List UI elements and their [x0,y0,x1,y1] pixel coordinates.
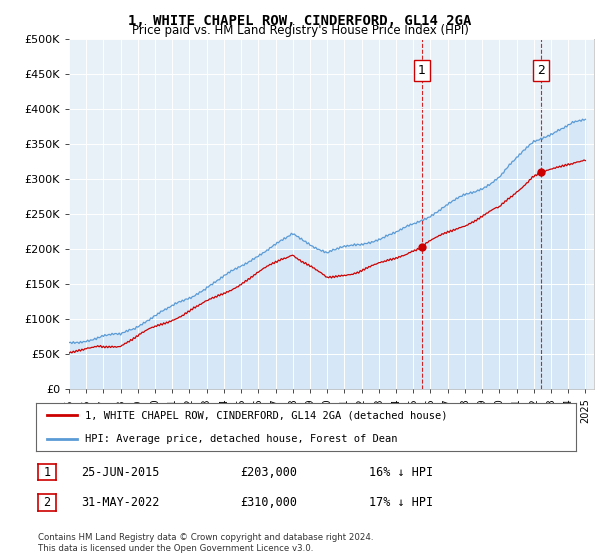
Text: Price paid vs. HM Land Registry's House Price Index (HPI): Price paid vs. HM Land Registry's House … [131,24,469,37]
Text: 31-MAY-2022: 31-MAY-2022 [81,496,160,510]
Text: HPI: Average price, detached house, Forest of Dean: HPI: Average price, detached house, Fore… [85,434,397,444]
Text: 17% ↓ HPI: 17% ↓ HPI [369,496,433,510]
Text: Contains HM Land Registry data © Crown copyright and database right 2024.
This d: Contains HM Land Registry data © Crown c… [38,533,373,553]
Text: 2: 2 [43,496,50,510]
Text: 1: 1 [418,64,426,77]
Text: 25-JUN-2015: 25-JUN-2015 [81,465,160,479]
Text: 1: 1 [43,465,50,479]
Text: £203,000: £203,000 [240,465,297,479]
Text: £310,000: £310,000 [240,496,297,510]
Text: 1, WHITE CHAPEL ROW, CINDERFORD, GL14 2GA: 1, WHITE CHAPEL ROW, CINDERFORD, GL14 2G… [128,14,472,28]
Text: 2: 2 [537,64,545,77]
Text: 1, WHITE CHAPEL ROW, CINDERFORD, GL14 2GA (detached house): 1, WHITE CHAPEL ROW, CINDERFORD, GL14 2G… [85,410,447,420]
Text: 16% ↓ HPI: 16% ↓ HPI [369,465,433,479]
